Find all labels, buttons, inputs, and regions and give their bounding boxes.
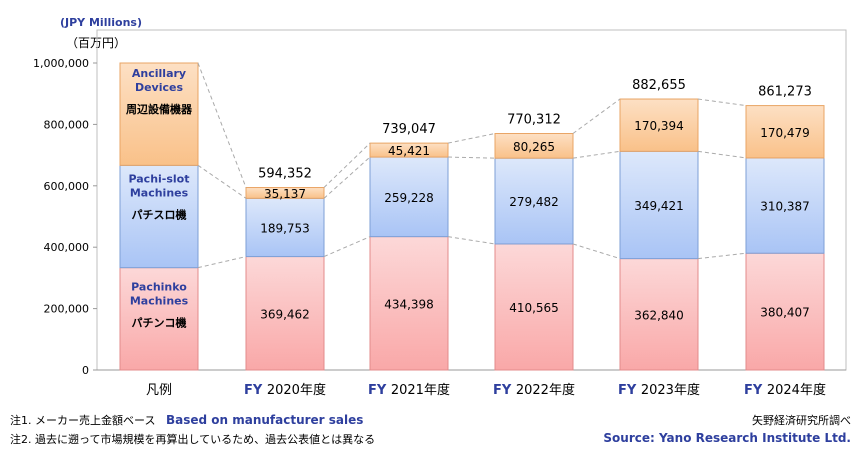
connector-1-1 (323, 236, 371, 258)
legend-item-2-en-line1: Pachinko (131, 281, 187, 294)
bar-4-total: 861,273 (758, 85, 812, 100)
unit-label-en: (JPY Millions) (60, 16, 142, 29)
bar-2-value-1: 279,482 (509, 195, 559, 209)
bar-3-total: 882,655 (632, 78, 686, 93)
connector-1-2 (323, 156, 371, 199)
connector-4-2 (697, 150, 747, 159)
bar-0-segment-1 (245, 197, 325, 258)
legend-item-1-jp: パチスロ機 (132, 207, 187, 221)
bar-1-segment-2 (369, 142, 449, 158)
legend-item-2-jp: パチンコ機 (132, 316, 187, 330)
source-jp: 矢野経済研究所調べ (752, 414, 851, 427)
connector-1-3 (323, 142, 371, 188)
connector-3-3 (572, 98, 621, 134)
bar-0-value-0: 369,462 (260, 307, 310, 321)
bar-0-segment-2 (245, 187, 325, 199)
y-tick-label-1: 200,000 (44, 303, 90, 316)
legend-segment-2 (119, 62, 199, 166)
bar-4-value-0: 380,407 (760, 306, 810, 320)
bar-1-value-2: 45,421 (388, 144, 430, 158)
bar-1-segment-0 (369, 236, 449, 371)
x-category-label-3: FY 2023年度 (618, 382, 700, 398)
connector-2-1 (447, 236, 496, 245)
bar-0-segment-0 (245, 256, 325, 371)
legend-item-2-en-line2: Machines (130, 295, 189, 308)
connector-2-2 (447, 156, 496, 159)
connector-4-3 (697, 98, 747, 107)
source-en: Source: Yano Research Institute Ltd. (603, 431, 851, 445)
connector-0-2 (197, 164, 247, 199)
bar-4-segment-2 (745, 105, 825, 159)
bar-3-value-1: 349,421 (634, 199, 684, 213)
x-category-label-4: FY 2024年度 (744, 382, 826, 398)
legend-item-0-en-line1: Ancillary (132, 67, 186, 80)
bar-1-value-1: 259,228 (384, 191, 434, 205)
bar-2-segment-1 (494, 157, 574, 245)
bar-4-value-2: 170,479 (760, 126, 810, 140)
note-1-jp: 注1. メーカー売上金額ベース (10, 414, 156, 427)
y-tick-label-2: 400,000 (44, 241, 90, 254)
bar-1-segment-1 (369, 156, 449, 238)
connector-2-3 (447, 133, 496, 144)
bar-1-value-0: 434,398 (384, 297, 434, 311)
y-tick-label-5: 1,000,000 (33, 57, 89, 70)
bar-4-segment-0 (745, 252, 825, 371)
legend-segment-1 (119, 164, 199, 269)
bar-3-segment-2 (619, 98, 699, 152)
legend-item-0-jp: 周辺設備機器 (126, 102, 193, 116)
connector-4-1 (697, 252, 747, 260)
bar-3-value-0: 362,840 (634, 308, 684, 322)
legend-item-0-en-line2: Devices (135, 81, 184, 94)
bar-2-segment-0 (494, 243, 574, 371)
legend-item-1-en-line2: Machines (130, 186, 189, 199)
plot-frame (96, 29, 847, 371)
legend-title: 凡例 (146, 383, 172, 398)
unit-label-jp: （百万円） (66, 36, 127, 50)
legend-item-1-en-line1: Pachi-slot (128, 172, 189, 185)
y-tick-label-3: 600,000 (44, 180, 90, 193)
x-category-label-2: FY 2022年度 (493, 382, 575, 398)
bar-0-value-2: 35,137 (264, 187, 306, 201)
bar-4-segment-1 (745, 157, 825, 254)
bar-2-value-2: 80,265 (513, 140, 555, 154)
connector-0-1 (197, 256, 247, 269)
bar-4-value-1: 310,387 (760, 200, 810, 214)
bar-2-value-0: 410,565 (509, 301, 559, 315)
bar-2-segment-2 (494, 133, 574, 159)
connector-3-2 (572, 150, 621, 159)
connector-0-3 (197, 62, 247, 188)
bar-3-segment-0 (619, 258, 699, 371)
note-1-en: Based on manufacturer sales (165, 413, 364, 427)
note-2: 注2. 過去に遡って市場規模を再算出しているため、過去公表値とは異なる (10, 433, 376, 446)
note-1: 注1. メーカー売上金額ベース Based on manufacturer sa… (10, 412, 363, 428)
x-category-label-0: FY 2020年度 (244, 382, 326, 398)
bar-1-total: 739,047 (382, 122, 436, 137)
bar-3-segment-1 (619, 150, 699, 260)
connector-3-1 (572, 243, 621, 260)
y-tick-label-4: 800,000 (44, 118, 90, 131)
legend-segment-0 (119, 267, 199, 371)
bar-3-value-2: 170,394 (634, 119, 684, 133)
x-category-label-1: FY 2021年度 (368, 382, 450, 398)
y-tick-label-0: 0 (82, 364, 89, 377)
bar-2-total: 770,312 (507, 113, 561, 128)
bar-0-total: 594,352 (258, 167, 312, 182)
bar-0-value-1: 189,753 (260, 221, 310, 235)
